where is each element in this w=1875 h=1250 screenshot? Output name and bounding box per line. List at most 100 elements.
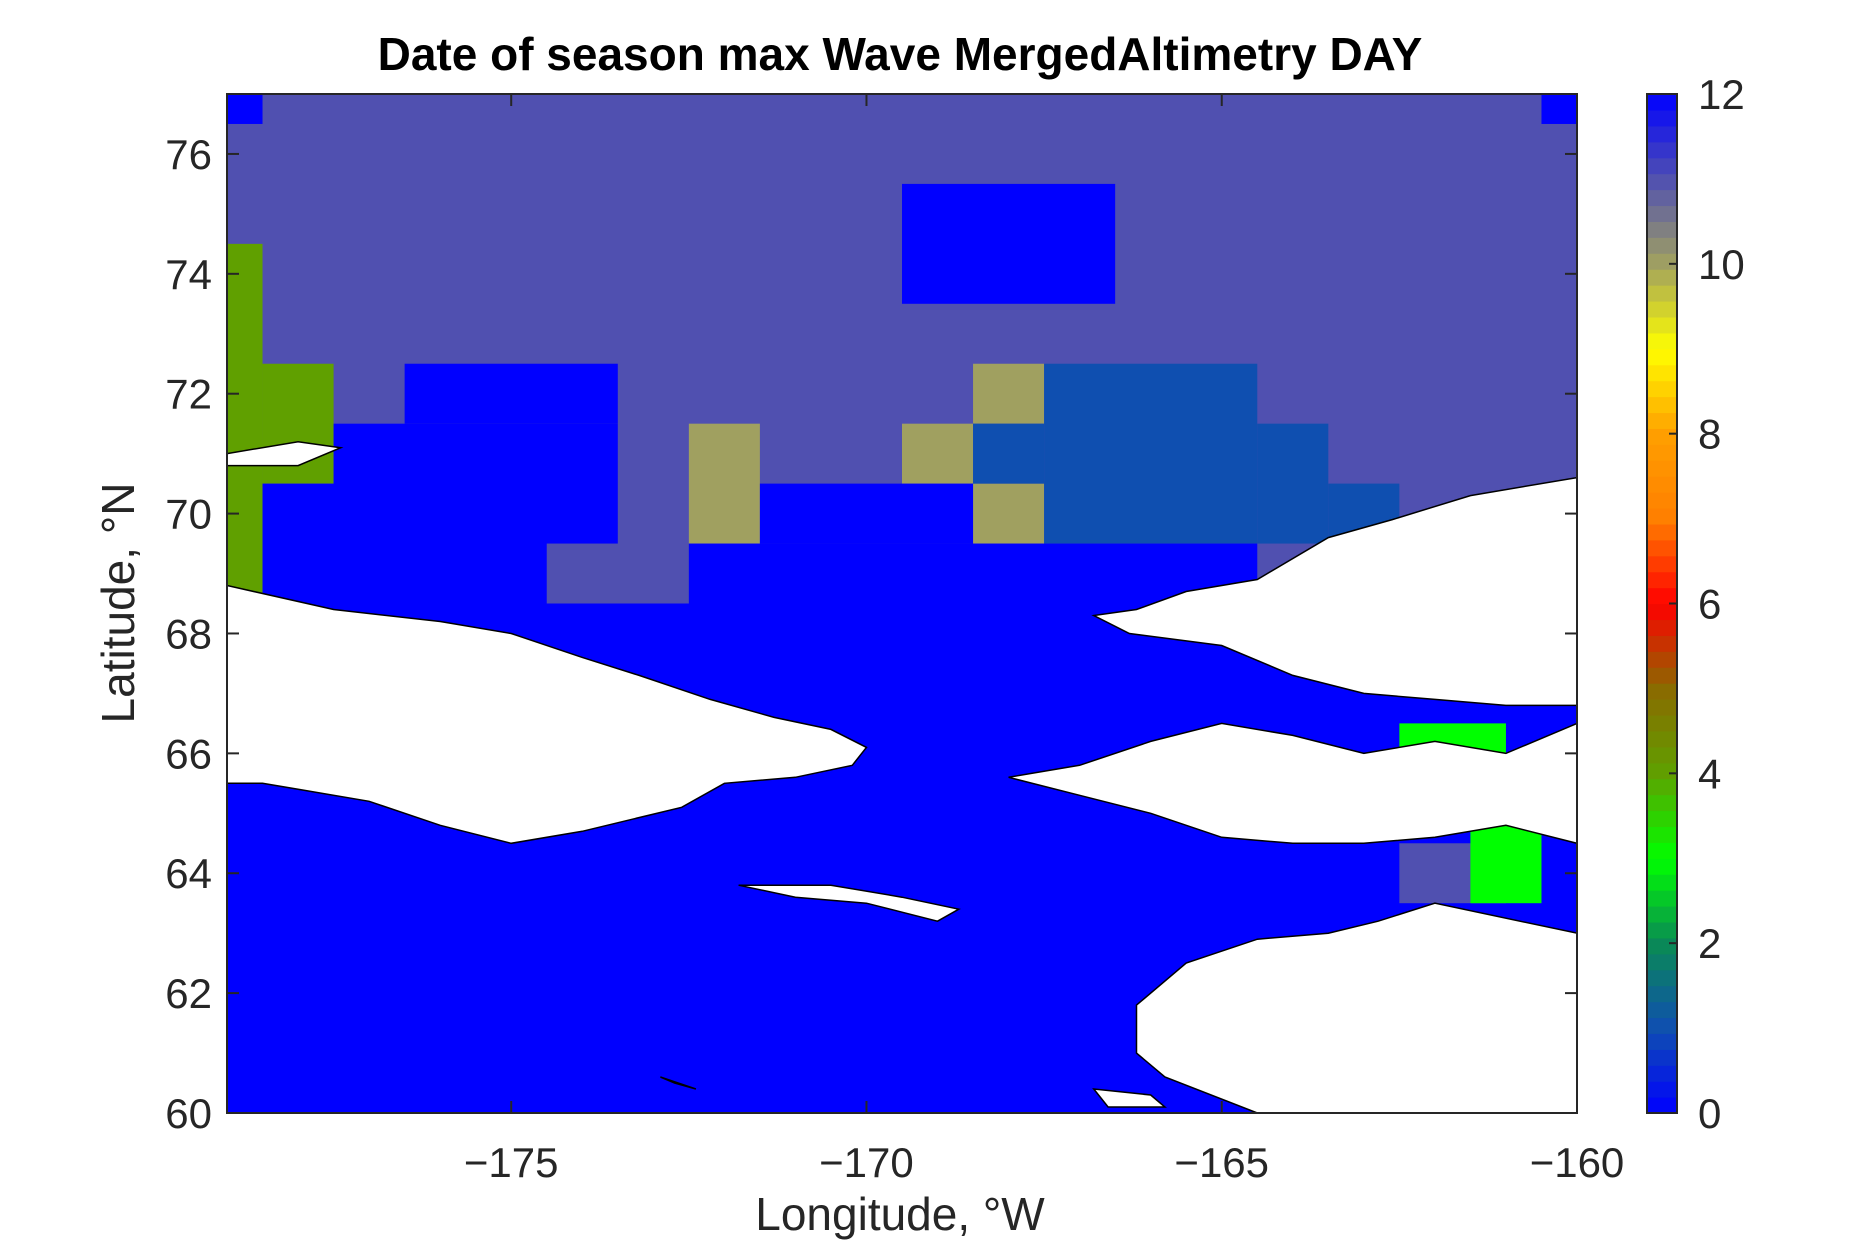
colorbar-swatch <box>1647 332 1677 350</box>
map-cell <box>1044 363 1258 544</box>
colorbar-swatch <box>1647 714 1677 732</box>
colorbar-swatch <box>1647 189 1677 207</box>
colorbar-swatch <box>1647 173 1677 191</box>
map-area <box>227 94 1577 1113</box>
plot-frame <box>226 93 1578 1114</box>
map-cell <box>973 423 1045 484</box>
colorbar-tick-label: 10 <box>1698 241 1745 288</box>
land-wrangel <box>227 440 344 467</box>
colorbar-swatch <box>1647 937 1677 955</box>
colorbar-swatch <box>1647 428 1677 445</box>
colorbar-swatch <box>1647 1033 1677 1050</box>
colorbar-swatch <box>1647 778 1677 796</box>
colorbar-swatch <box>1647 858 1677 875</box>
y-tick-label: 66 <box>165 730 212 777</box>
colorbar-swatch <box>1647 746 1677 764</box>
colorbar-swatch <box>1647 157 1677 175</box>
colorbar-swatch <box>1647 842 1677 859</box>
map-cell <box>759 483 974 544</box>
map-cell <box>227 243 263 604</box>
map-cell <box>973 483 1045 544</box>
colorbar-tick-label: 6 <box>1698 581 1721 628</box>
map-cell <box>973 363 1045 424</box>
y-tick-label: 68 <box>165 610 212 657</box>
y-tick-label: 62 <box>165 970 212 1017</box>
y-tick-label: 74 <box>165 251 212 298</box>
x-tick-label: −170 <box>819 1139 914 1186</box>
colorbar-swatch <box>1647 794 1677 812</box>
colorbar-swatch <box>1647 587 1677 605</box>
colorbar-swatch <box>1647 651 1677 668</box>
colorbar-swatch <box>1647 667 1677 684</box>
x-tick-label: −175 <box>464 1139 559 1186</box>
colorbar-swatch <box>1647 269 1677 286</box>
map-cell <box>688 423 760 544</box>
colorbar-swatch <box>1647 380 1677 398</box>
colorbar-swatch <box>1647 94 1677 111</box>
x-axis-label: Longitude, °W <box>755 1188 1045 1240</box>
land-alaska-north <box>1091 476 1577 707</box>
colorbar-swatch <box>1647 364 1677 382</box>
colorbar-swatch <box>1647 969 1677 987</box>
colorbar-swatch <box>1647 699 1677 716</box>
colorbar-swatch <box>1647 810 1677 828</box>
colorbar-swatch <box>1647 571 1677 589</box>
colorbar-swatch <box>1647 603 1677 621</box>
map-cell <box>227 94 263 124</box>
colorbar-swatch <box>1647 523 1677 541</box>
colorbar-swatch <box>1647 890 1677 907</box>
colorbar-swatch <box>1647 109 1677 127</box>
y-tick-label: 64 <box>165 850 212 897</box>
colorbar-swatch <box>1647 412 1677 429</box>
colorbar-swatch <box>1647 1081 1677 1098</box>
colorbar-tick-label: 12 <box>1698 71 1745 118</box>
colorbar-swatch <box>1647 476 1677 493</box>
colorbar-swatch <box>1647 921 1677 939</box>
colorbar-swatch <box>1647 1049 1677 1066</box>
colorbar-swatch <box>1647 985 1677 1003</box>
colorbar-swatch <box>1647 316 1677 334</box>
colorbar-swatch <box>1647 396 1677 414</box>
colorbar-swatch <box>1647 953 1677 971</box>
colorbar-tick-label: 0 <box>1698 1090 1721 1137</box>
colorbar-swatch <box>1647 874 1677 891</box>
colorbar-swatch <box>1647 683 1677 700</box>
y-tick-label: 70 <box>165 491 212 538</box>
map-cell <box>902 423 974 484</box>
colorbar-swatch <box>1647 635 1677 652</box>
colorbar-swatch <box>1647 141 1677 159</box>
colorbar-swatch <box>1647 444 1677 461</box>
colorbar-swatch <box>1647 492 1677 509</box>
map-cell <box>262 483 547 604</box>
colorbar-swatch <box>1647 253 1677 270</box>
colorbar-swatch <box>1647 125 1677 143</box>
x-tick-label: −165 <box>1174 1139 1269 1186</box>
y-tick-label: 76 <box>165 131 212 178</box>
y-axis-label: Latitude, °N <box>92 483 144 724</box>
map-cell <box>902 183 1116 304</box>
colorbar: 0 2 4 6 8 10 12 <box>1646 71 1745 1137</box>
map-cell <box>404 363 618 424</box>
colorbar-swatch <box>1647 300 1677 318</box>
colorbar-swatch <box>1647 1097 1677 1114</box>
map-cell <box>1541 94 1577 124</box>
land-st-lawrence <box>738 884 961 923</box>
colorbar-swatch <box>1647 1001 1677 1019</box>
land-alaska-southwest <box>1135 902 1577 1113</box>
colorbar-swatch <box>1647 460 1677 477</box>
map-cell <box>1257 423 1329 544</box>
colorbar-swatch <box>1647 348 1677 366</box>
y-tick-label: 60 <box>165 1090 212 1137</box>
land-nunivak <box>1092 1088 1167 1108</box>
axes: −175 −170 −165 −160 60 62 64 66 68 70 72 74 76 <box>165 94 1624 1186</box>
colorbar-swatch <box>1647 205 1677 222</box>
colorbar-swatch <box>1647 826 1677 843</box>
colorbar-tick-label: 4 <box>1698 750 1721 797</box>
land-chukotka <box>227 584 868 845</box>
colorbar-swatch <box>1647 285 1677 302</box>
x-tick-label: −160 <box>1530 1139 1625 1186</box>
colorbar-swatch <box>1647 730 1677 748</box>
map-cell <box>688 543 1258 604</box>
chart-title: Date of season max Wave MergedAltimetry … <box>378 28 1423 80</box>
